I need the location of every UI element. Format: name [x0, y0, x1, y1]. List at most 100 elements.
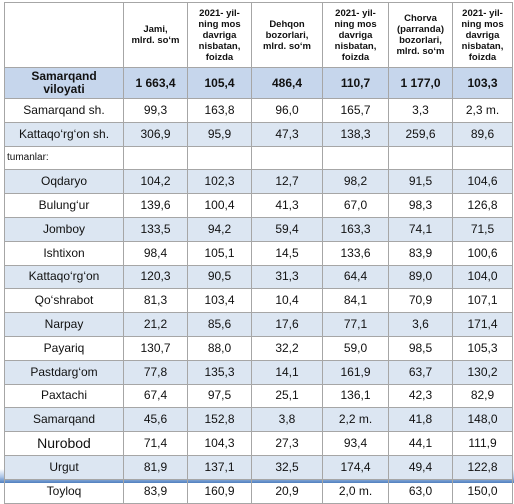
row-label: Urgut: [4, 454, 124, 480]
table-row: Payariq 130,7 88,0 32,2 59,0 98,5 105,3: [4, 335, 513, 361]
table-row: Qo‘shrabot 81,3 103,4 10,4 84,1 70,9 107,1: [4, 288, 513, 314]
table-row: Nurobod 71,4 104,3 27,3 93,4 44,1 111,9: [4, 431, 513, 456]
table-cell: 83,9: [388, 240, 453, 266]
table-cell: 130,7: [123, 335, 188, 361]
table-cell: 14,5: [251, 240, 323, 266]
table-cell: 105,4: [187, 67, 252, 99]
row-label: Jomboy: [4, 216, 124, 242]
table-cell: 32,2: [251, 335, 323, 361]
table-cell: 306,9: [123, 121, 188, 147]
table-row: Kattaqo‘rg‘on sh. 306,9 95,9 47,3 138,3 259,6…: [4, 121, 513, 147]
table-cell: 130,2: [452, 359, 513, 385]
table-cell: 104,3: [187, 431, 252, 456]
table-cell: 97,5: [187, 383, 252, 409]
table-cell: 98,3: [388, 193, 453, 218]
table-cell: 103,3: [452, 67, 513, 99]
table-cell: 88,0: [187, 335, 252, 361]
table-cell: 41,3: [251, 193, 323, 218]
table-cell: 102,3: [187, 169, 252, 195]
table-cell: 84,1: [322, 288, 389, 314]
table-row: Urgut 81,9 137,1 32,5 174,4 49,4 122,8: [4, 454, 513, 480]
table-cell: 81,3: [123, 288, 188, 314]
row-label: Kattaqo‘rg‘on sh.: [4, 121, 124, 147]
table-row: Ishtixon 98,4 105,1 14,5 133,6 83,9 100,6: [4, 240, 513, 266]
column-header: 2021- yil- ning mos davriga nisbatan, fo…: [452, 2, 513, 68]
table-cell: 45,6: [123, 407, 188, 433]
table-cell: 32,5: [251, 454, 323, 480]
row-label: Samarqand: [4, 407, 124, 433]
table-cell: 93,4: [322, 431, 389, 456]
table-cell: 105,1: [187, 240, 252, 266]
table-cell: 133,5: [123, 216, 188, 242]
table-cell: 71,4: [123, 431, 188, 456]
table-cell: 91,5: [388, 169, 453, 195]
table-cell: 111,9: [452, 431, 513, 456]
table-row: Jomboy 133,5 94,2 59,4 163,3 74,1 71,5: [4, 216, 513, 242]
row-label: Ishtixon: [4, 240, 124, 266]
table-cell: 1 177,0: [388, 67, 453, 99]
table-cell: 44,1: [388, 431, 453, 456]
table-cell: 49,4: [388, 454, 453, 480]
market-table: Jami, mlrd. so‘m 2021- yil- ning mos davr…: [4, 2, 513, 504]
table-cell: 3,6: [388, 312, 453, 337]
table-body: Jami, mlrd. so‘m 2021- yil- ning mos davr…: [4, 2, 513, 504]
table-cell: 85,6: [187, 312, 252, 337]
column-header: Jami, mlrd. so‘m: [123, 2, 188, 68]
table-cell: 171,4: [452, 312, 513, 337]
table-cell: 67,4: [123, 383, 188, 409]
empty-cell: [452, 145, 513, 171]
table-cell: 89,0: [388, 264, 453, 290]
table-cell: 63,7: [388, 359, 453, 385]
table-cell: 135,3: [187, 359, 252, 385]
table-cell: 90,5: [187, 264, 252, 290]
corner-cell: [4, 2, 124, 68]
table-cell: 59,4: [251, 216, 323, 242]
table-row: Narpay 21,2 85,6 17,6 77,1 3,6 171,4: [4, 312, 513, 337]
table-cell: 259,6: [388, 121, 453, 147]
row-label: Pastdarg‘om: [4, 359, 124, 385]
table-cell: 21,2: [123, 312, 188, 337]
table-cell: 74,1: [388, 216, 453, 242]
table-cell: 136,1: [322, 383, 389, 409]
empty-cell: [388, 145, 453, 171]
table-cell: 165,7: [322, 98, 389, 123]
table-cell: 17,6: [251, 312, 323, 337]
table-row: Pastdarg‘om 77,8 135,3 14,1 161,9 63,7 130,2: [4, 359, 513, 385]
row-label: Qo‘shrabot: [4, 288, 124, 314]
empty-cell: [123, 145, 188, 171]
table-row: Oqdaryo 104,2 102,3 12,7 98,2 91,5 104,6: [4, 169, 513, 195]
table-cell: 64,4: [322, 264, 389, 290]
empty-cell: [187, 145, 252, 171]
table-cell: 107,1: [452, 288, 513, 314]
table-cell: 3,8: [251, 407, 323, 433]
header-row: Jami, mlrd. so‘m 2021- yil- ning mos davr…: [4, 2, 513, 68]
row-label: Nurobod: [4, 431, 124, 456]
column-header: Dehqon bozorlari, mlrd. so‘m: [251, 2, 323, 68]
table-row: Kattaqo‘rg‘on 120,3 90,5 31,3 64,4 89,0 104,0: [4, 264, 513, 290]
table-cell: 12,7: [251, 169, 323, 195]
table-cell: 95,9: [187, 121, 252, 147]
table-cell: 163,8: [187, 98, 252, 123]
table-cell: 81,9: [123, 454, 188, 480]
table-cell: 100,6: [452, 240, 513, 266]
table-cell: 89,6: [452, 121, 513, 147]
table-cell: 174,4: [322, 454, 389, 480]
table-row: Bulung‘ur 139,6 100,4 41,3 67,0 98,3 126,8: [4, 193, 513, 218]
table-cell: 25,1: [251, 383, 323, 409]
table-cell: 148,0: [452, 407, 513, 433]
table-cell: 10,4: [251, 288, 323, 314]
empty-cell: [322, 145, 389, 171]
table-cell: 110,7: [322, 67, 389, 99]
table-cell: 100,4: [187, 193, 252, 218]
table-cell: 126,8: [452, 193, 513, 218]
table-cell: 486,4: [251, 67, 323, 99]
table-cell: 47,3: [251, 121, 323, 147]
table-cell: 98,4: [123, 240, 188, 266]
table-cell: 120,3: [123, 264, 188, 290]
table-cell: 161,9: [322, 359, 389, 385]
table-cell: 31,3: [251, 264, 323, 290]
table-cell: 152,8: [187, 407, 252, 433]
table-cell: 104,0: [452, 264, 513, 290]
row-label: Samarqand viloyati: [4, 67, 124, 99]
